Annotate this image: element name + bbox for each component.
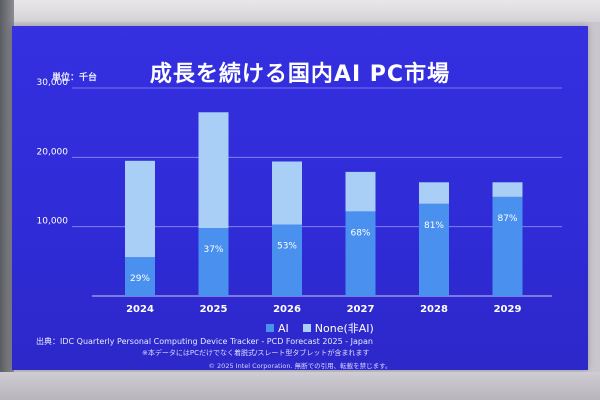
bar-ai [272,224,302,296]
source-citation: 出典：IDC Quarterly Personal Computing Devi… [36,337,373,346]
bar-non-ai [125,160,155,258]
footnote: ※本データにはPCだけでなく着脱式/スレート型タブレットが含まれます [142,349,370,357]
bar-ai [419,203,449,296]
legend-item-non-ai: None(非AI) [302,320,374,336]
x-tick-label: 2029 [494,304,522,315]
unit-label: 単位：千台 [52,73,98,83]
bar-non-ai [492,182,523,197]
room-floor [0,372,600,400]
room-ceiling [0,0,600,22]
data-label: 81% [424,221,444,231]
bar-ai [198,228,229,296]
legend-swatch-non-ai [302,324,311,332]
bar-non-ai [272,161,302,225]
room-wall [0,0,14,400]
x-tick-label: 2024 [126,304,154,315]
x-tick-label: 2027 [347,304,375,315]
data-label: 37% [203,245,223,255]
legend-swatch-ai [266,324,274,332]
x-tick-label: 2028 [420,304,448,315]
y-tick-label: 20,000 [37,147,69,157]
bar-ai [125,257,155,296]
legend-label-non-ai: None(非AI) [314,322,374,335]
x-tick-label: 2026 [273,304,301,315]
bar-ai [492,196,523,296]
y-tick-label: 10,000 [37,217,69,227]
y-tick-label: 30,000 [37,78,69,88]
presentation-slide: 成長を続ける国内AI PC市場 単位：千台 10,000 20,000 30,000… [12,26,588,370]
chart-legend: AI None(非AI) [266,320,374,336]
bar-chart: 10,000 20,000 30,000 29% 2024 37% 2025 53% 2026 6… [37,78,562,315]
data-label: 87% [497,214,517,224]
x-tick-label: 2025 [200,304,228,315]
bar-non-ai [198,112,229,229]
copyright-notice: © 2025 Intel Corporation. 無断での引用、転載を禁じます… [208,362,392,370]
data-label: 53% [277,242,297,252]
bar-non-ai [419,182,449,204]
bar-ai [345,211,376,296]
legend-item-ai: AI [266,322,289,335]
data-label: 68% [350,228,370,238]
bar-non-ai [345,171,376,212]
chart-title: 成長を続ける国内AI PC市場 [149,62,451,87]
legend-label-ai: AI [278,321,289,335]
data-label: 29% [130,274,150,284]
